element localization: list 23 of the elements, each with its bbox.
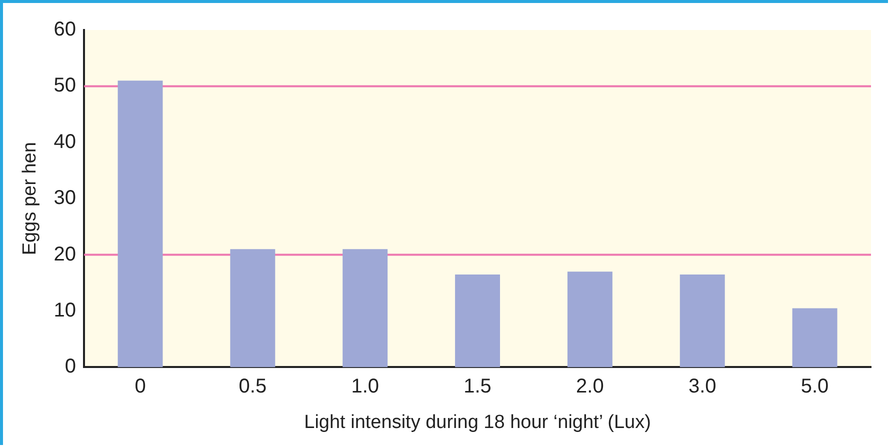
- x-tick-label: 0.5: [238, 376, 267, 398]
- bar: [342, 249, 388, 368]
- y-tick-label: 40: [54, 130, 76, 153]
- y-tick-label: 50: [54, 74, 76, 97]
- y-axis-title: Eggs per hen: [20, 142, 41, 256]
- x-tick-label: 3.0: [688, 376, 716, 398]
- x-tick-label: 5.0: [800, 376, 829, 398]
- x-tick-label: 0: [134, 376, 146, 398]
- bar: [567, 272, 612, 368]
- y-tick-label: 10: [54, 300, 76, 322]
- bar: [118, 80, 163, 368]
- y-tick-label: 20: [54, 243, 76, 266]
- x-tick-label: 2.0: [576, 376, 604, 398]
- x-tick-label: 1.0: [351, 376, 380, 398]
- x-axis-title: Light intensity during 18 hour ‘night’ (Lux): [304, 412, 651, 433]
- bar: [680, 274, 725, 368]
- bar: [230, 249, 276, 368]
- x-tick-label: 1.5: [464, 376, 492, 398]
- bar: [792, 308, 838, 368]
- y-tick-label: 60: [54, 18, 76, 41]
- y-tick-label: 0: [64, 356, 76, 378]
- bar: [455, 274, 500, 368]
- y-tick-label: 30: [54, 187, 76, 210]
